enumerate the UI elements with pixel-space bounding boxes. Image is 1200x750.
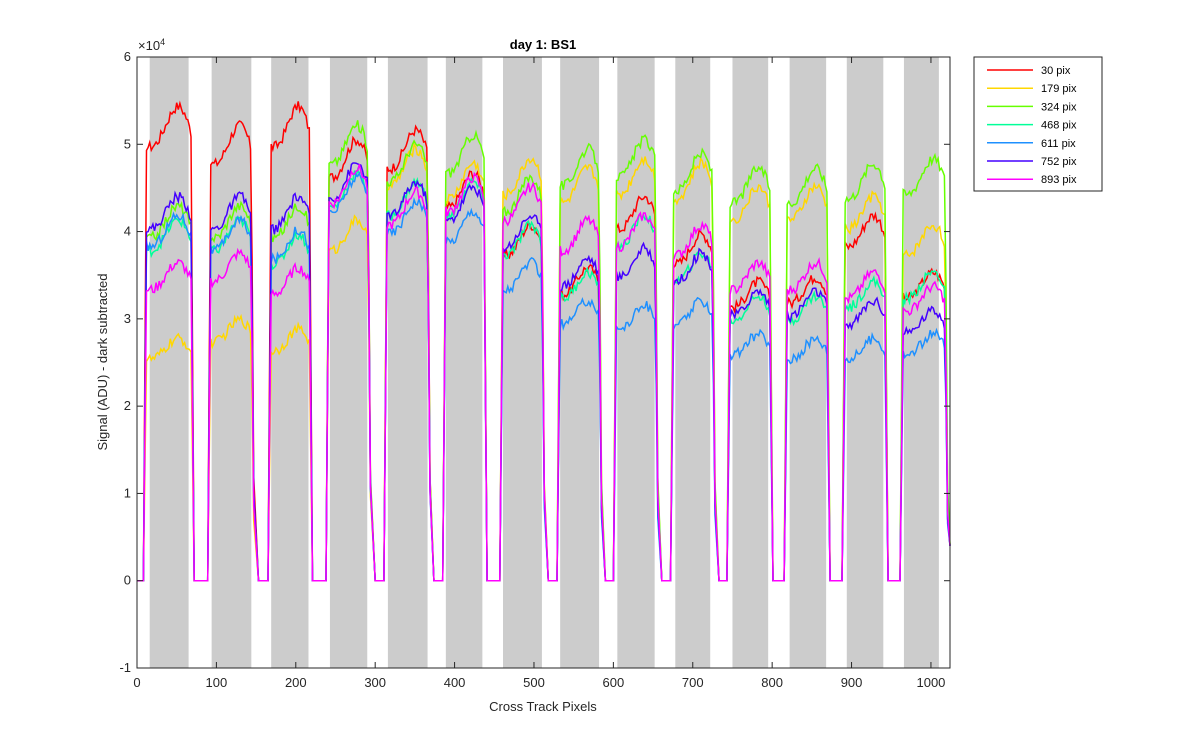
x-tick-label: 1000 xyxy=(916,675,945,690)
legend-label: 30 pix xyxy=(1041,65,1071,77)
shaded-region-5 xyxy=(387,57,428,668)
shaded-region-14 xyxy=(903,57,939,668)
y-axis-ticks: -1 0 1 2 3 4 5 6 xyxy=(119,49,950,675)
shaded-regions xyxy=(149,57,939,668)
y-tick-label: 2 xyxy=(124,398,131,413)
shaded-region-10 xyxy=(675,57,711,668)
y-axis-label: Signal (ADU) - dark subtracted xyxy=(95,273,110,450)
y-axis-exponent: ×104 xyxy=(138,37,165,53)
shaded-region-8 xyxy=(560,57,600,668)
series-lines xyxy=(137,100,951,582)
x-tick-label: 100 xyxy=(206,675,228,690)
x-tick-label: 500 xyxy=(523,675,545,690)
shaded-region-9 xyxy=(617,57,655,668)
x-tick-label: 0 xyxy=(133,675,140,690)
shaded-region-11 xyxy=(732,57,769,668)
shaded-region-3 xyxy=(271,57,309,668)
y-tick-label: 3 xyxy=(124,311,131,326)
shaded-region-2 xyxy=(211,57,252,668)
legend-label: 893 pix xyxy=(1041,174,1077,186)
legend-label: 324 pix xyxy=(1041,101,1077,113)
y-tick-label: 6 xyxy=(124,49,131,64)
shaded-region-1 xyxy=(149,57,189,668)
x-tick-label: 400 xyxy=(444,675,466,690)
x-axis-ticks: 0 100 200 300 400 500 600 700 800 900 1000 xyxy=(133,57,945,690)
y-tick-label: 4 xyxy=(124,224,131,239)
x-tick-label: 300 xyxy=(364,675,386,690)
chart-title: day 1: BS1 xyxy=(510,37,576,52)
x-tick-label: 700 xyxy=(682,675,704,690)
y-tick-label: 1 xyxy=(124,485,131,500)
shaded-region-7 xyxy=(503,57,542,668)
x-tick-label: 600 xyxy=(603,675,625,690)
x-axis-label: Cross Track Pixels xyxy=(489,699,597,714)
shaded-region-12 xyxy=(789,57,827,668)
y-tick-label: 0 xyxy=(124,573,131,588)
y-tick-label: 5 xyxy=(124,136,131,151)
x-tick-label: 900 xyxy=(841,675,863,690)
series-line-893-pix xyxy=(137,164,951,582)
legend-label: 468 pix xyxy=(1041,120,1077,132)
shaded-region-13 xyxy=(846,57,884,668)
legend: 30 pix 179 pix 324 pix 468 pix 611 pix 752 pi… xyxy=(973,56,1103,192)
plot-frame xyxy=(136,56,951,669)
shaded-region-6 xyxy=(445,57,483,668)
y-tick-label: -1 xyxy=(119,660,131,675)
legend-label: 611 pix xyxy=(1041,138,1076,150)
x-tick-label: 200 xyxy=(285,675,307,690)
legend-label: 179 pix xyxy=(1041,83,1077,95)
legend-label: 752 pix xyxy=(1041,156,1077,168)
x-tick-label: 800 xyxy=(761,675,783,690)
